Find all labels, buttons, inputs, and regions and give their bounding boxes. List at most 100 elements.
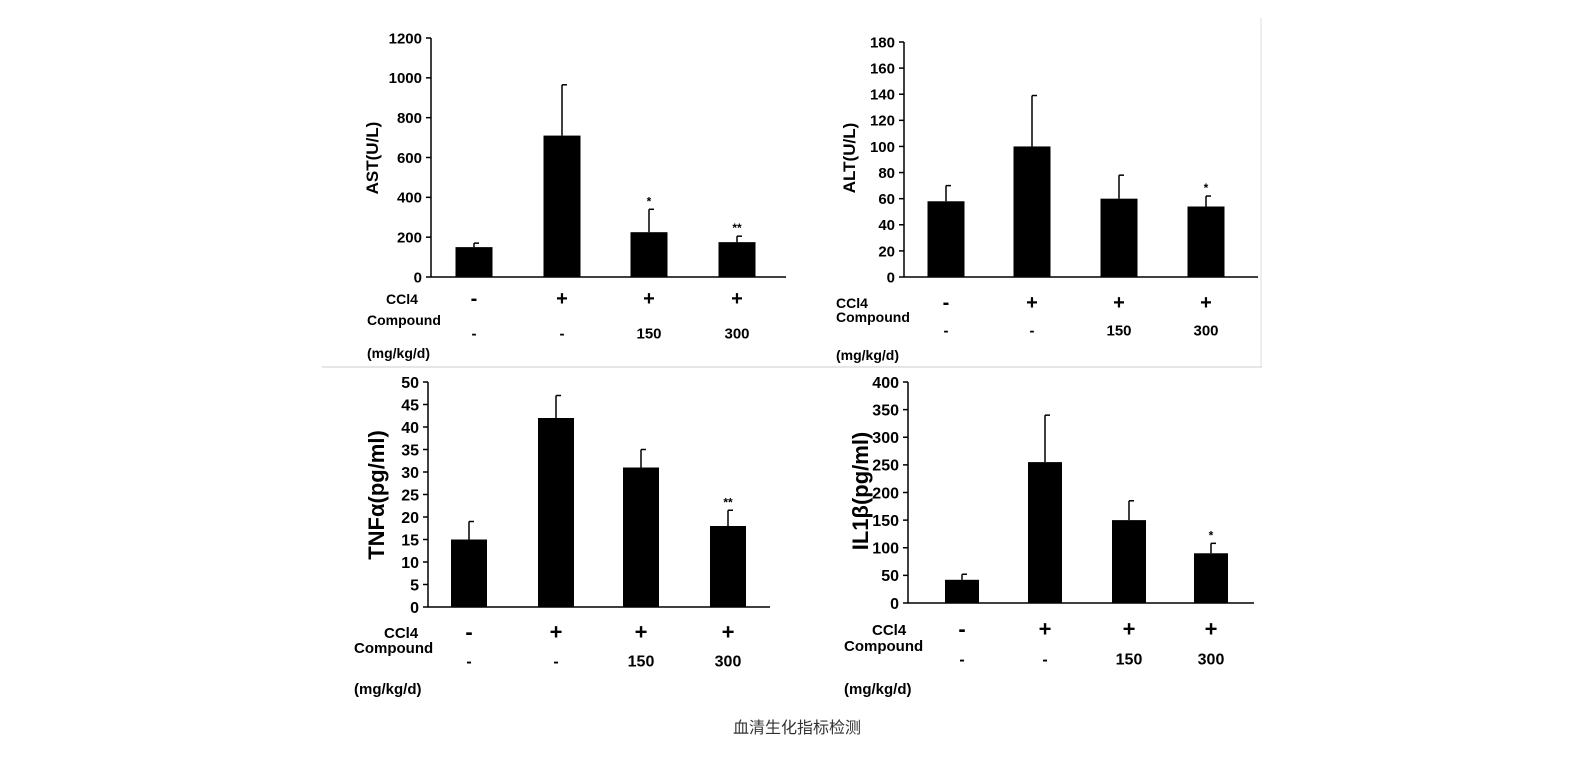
bar	[1112, 520, 1146, 603]
ccl4-row-label: CCl4	[872, 622, 907, 639]
significance-mark: *	[647, 194, 652, 208]
y-tick-label: 160	[870, 61, 895, 78]
ccl4-value: +	[722, 620, 735, 645]
ccl4-value: +	[1113, 292, 1125, 314]
ccl4-value: +	[643, 288, 655, 310]
significance-mark: *	[1209, 528, 1214, 542]
y-tick-label: 100	[872, 541, 899, 558]
bar	[718, 242, 756, 277]
y-tick-label: 120	[870, 113, 895, 130]
y-tick-label: 200	[397, 230, 422, 247]
ccl4-value: +	[556, 288, 568, 310]
chart-panel-3: 0 5 10 15 20 25 30 35 40 45 50 TNFα(pg/ml) - - + - +150 *…	[354, 375, 770, 698]
y-tick-label: 140	[870, 87, 895, 104]
compound-row-label: Compound	[836, 309, 910, 325]
y-tick-label: 80	[878, 165, 895, 182]
compound-value: 150	[1116, 652, 1143, 669]
y-tick-label: 0	[410, 600, 419, 617]
compound-row-label: Compound	[844, 638, 923, 655]
chart-panel-2: 0 20 40 60 80 100 120 140 160 180 ALT(U/L) - - + - +150…	[836, 34, 1258, 363]
ccl4-value: +	[550, 620, 563, 645]
y-tick-label: 200	[872, 485, 899, 502]
ccl4-value: +	[1026, 292, 1038, 314]
bar	[710, 526, 746, 607]
bar	[630, 232, 668, 277]
significance-mark: *	[1204, 181, 1209, 195]
chart-panel-1: 0 200 400 600 800 1000 1200 AST(U/L) - - + - * +150 **…	[363, 30, 786, 361]
ccl4-value: +	[731, 288, 743, 310]
significance-mark: **	[732, 221, 742, 235]
y-tick-label: 350	[872, 402, 899, 419]
y-tick-label: 50	[881, 568, 899, 585]
y-tick-label: 20	[878, 243, 895, 260]
y-tick-label: 40	[878, 217, 895, 234]
compound-value: -	[466, 654, 471, 671]
compound-value: -	[560, 325, 565, 342]
charts-group: 020040060080010001200AST(U/L)--+-*+150**…	[354, 30, 1258, 698]
ccl4-row-label: CCl4	[386, 291, 418, 307]
y-tick-label: 45	[401, 397, 419, 414]
y-tick-label: 50	[401, 375, 419, 392]
y-tick-label: 600	[397, 150, 422, 167]
ccl4-value: -	[958, 617, 965, 642]
compound-row-label: Compound	[354, 640, 433, 657]
bar	[1100, 198, 1138, 277]
y-tick-label: 0	[890, 596, 899, 613]
compound-value: -	[472, 325, 477, 342]
ccl4-value: -	[471, 288, 478, 310]
ccl4-row-label: CCl4	[836, 295, 868, 311]
y-tick-label: 0	[414, 269, 422, 286]
compound-value: -	[959, 652, 964, 669]
y-tick-label: 35	[401, 442, 419, 459]
bar	[1013, 146, 1051, 277]
y-tick-label: 40	[401, 420, 419, 437]
y-tick-label: 1200	[389, 30, 422, 47]
ccl4-value: +	[1200, 292, 1212, 314]
y-tick-label: 250	[872, 458, 899, 475]
y-tick-label: 30	[401, 465, 419, 482]
y-tick-label: 300	[872, 430, 899, 447]
compound-value: 300	[715, 654, 742, 671]
chart-panel-4: 0 50 100 150 200 250 300 350 400 IL1β(pg/ml) - - + - +…	[844, 375, 1254, 698]
y-axis-title: AST(U/L)	[363, 122, 382, 195]
bar	[945, 579, 979, 603]
ccl4-row-label: CCl4	[384, 625, 419, 642]
bar	[1187, 206, 1225, 277]
y-tick-label: 400	[872, 375, 899, 392]
bar	[1028, 462, 1062, 603]
y-tick-label: 15	[401, 532, 419, 549]
compound-value: 300	[1193, 322, 1218, 339]
ccl4-value: -	[465, 620, 472, 645]
compound-unit-label: (mg/kg/d)	[367, 345, 430, 361]
compound-value: -	[1042, 652, 1047, 669]
y-tick-label: 800	[397, 110, 422, 127]
compound-unit-label: (mg/kg/d)	[844, 681, 912, 698]
y-axis-title: TNFα(pg/ml)	[364, 430, 389, 560]
compound-row-label: Compound	[367, 312, 441, 328]
y-axis-title: ALT(U/L)	[840, 123, 859, 194]
bar	[927, 201, 965, 277]
y-tick-label: 20	[401, 510, 419, 527]
compound-value: 150	[1106, 322, 1131, 339]
y-tick-label: 0	[887, 269, 895, 286]
bar	[538, 418, 574, 607]
compound-value: 300	[1198, 652, 1225, 669]
compound-value: 300	[724, 325, 749, 342]
figure-caption: 血清生化指标检测	[732, 718, 861, 737]
ccl4-value: +	[1205, 617, 1218, 642]
bar	[451, 539, 487, 607]
bar	[623, 467, 659, 607]
compound-value: -	[553, 654, 558, 671]
compound-value: -	[944, 322, 949, 339]
bar	[1194, 553, 1228, 603]
significance-mark: **	[723, 495, 733, 509]
compound-value: -	[1030, 322, 1035, 339]
ccl4-value: -	[943, 292, 950, 314]
y-tick-label: 400	[397, 190, 422, 207]
y-axis-title: IL1β(pg/ml)	[848, 432, 873, 551]
y-tick-label: 180	[870, 34, 895, 51]
y-tick-label: 60	[878, 191, 895, 208]
compound-unit-label: (mg/kg/d)	[836, 347, 899, 363]
bar	[543, 135, 581, 277]
